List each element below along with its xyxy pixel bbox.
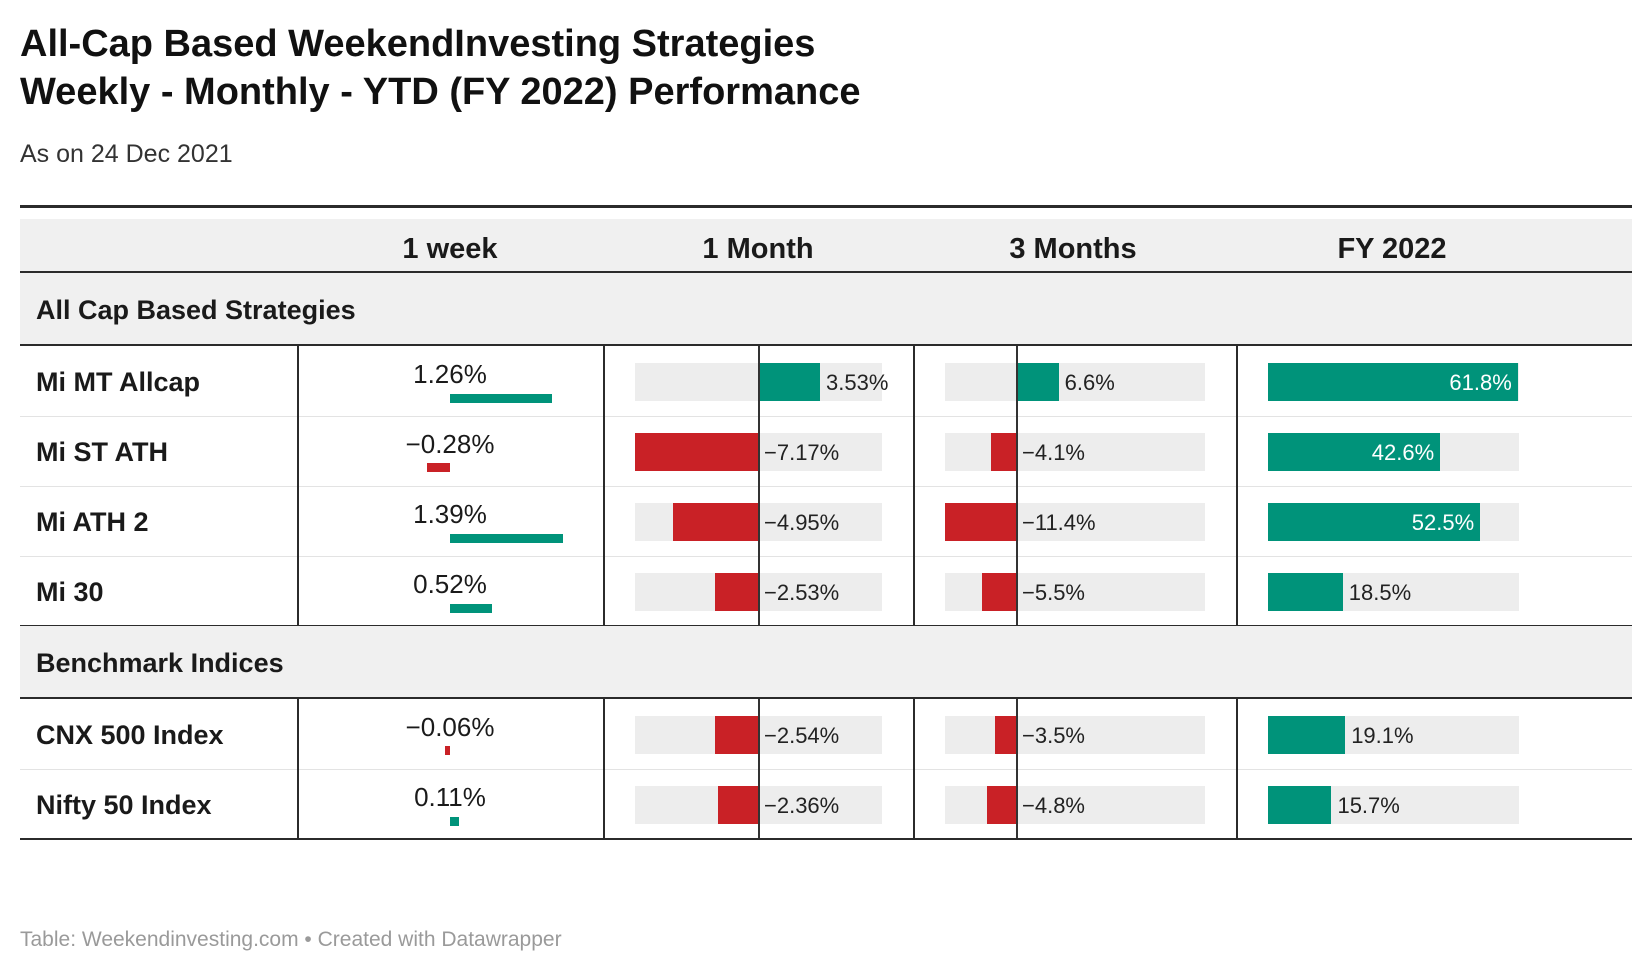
column-header: FY 2022 xyxy=(1337,233,1447,265)
row-label: Nifty 50 Index xyxy=(36,790,212,820)
footer-source: Table: Weekendinvesting.com • Created wi… xyxy=(20,928,562,951)
week-value: 1.39% xyxy=(413,499,487,529)
bar-value-label: −2.54% xyxy=(764,723,840,748)
title-line-1: All-Cap Based WeekendInvesting Strategie… xyxy=(20,23,816,65)
column-header: 3 Months xyxy=(1009,233,1137,265)
bar-value-label: −4.95% xyxy=(764,510,840,535)
zero-axis xyxy=(758,486,760,556)
negative-bar xyxy=(635,433,759,471)
row-label: Mi ST ATH xyxy=(36,437,168,467)
chart-subtitle: As on 24 Dec 2021 xyxy=(20,140,233,168)
negative-bar xyxy=(715,573,759,611)
bar-value-label: 61.8% xyxy=(1449,370,1512,395)
zero-axis xyxy=(758,416,760,486)
row-separator xyxy=(20,769,1632,770)
bar-track xyxy=(945,716,1205,754)
column-divider xyxy=(603,699,605,839)
bar-value-label: 3.53% xyxy=(826,370,889,395)
positive-bar xyxy=(1017,363,1059,401)
column-divider xyxy=(1236,346,1238,626)
group-bottom-rule xyxy=(20,838,1632,840)
row-label: Mi ATH 2 xyxy=(36,507,149,537)
bar-value-label: 42.6% xyxy=(1371,440,1435,465)
negative-bar xyxy=(991,433,1017,471)
negative-bar xyxy=(673,503,759,541)
zero-axis xyxy=(758,699,760,769)
row-separator xyxy=(20,486,1632,487)
group-band xyxy=(20,626,1632,699)
week-value: 0.52% xyxy=(413,569,487,599)
group-rule xyxy=(20,344,1632,346)
row-label: Mi MT Allcap xyxy=(36,367,201,397)
bar-value-label: −2.53% xyxy=(764,580,840,605)
zero-axis xyxy=(758,346,760,416)
group-label: All Cap Based Strategies xyxy=(36,295,356,325)
week-value: 0.11% xyxy=(414,782,486,812)
bar-value-label: 52.5% xyxy=(1411,510,1475,535)
table-top-rule xyxy=(20,205,1632,208)
bar-value-label: 19.1% xyxy=(1351,723,1414,748)
header-bottom-rule xyxy=(20,271,1632,273)
column-divider xyxy=(1236,699,1238,839)
negative-bar xyxy=(986,786,1017,824)
chart-title: All-Cap Based WeekendInvesting Strategie… xyxy=(20,20,860,116)
zero-axis xyxy=(758,556,760,626)
bar-value-label: 6.6% xyxy=(1064,370,1115,395)
column-divider xyxy=(297,346,299,626)
bar-track xyxy=(945,363,1205,401)
bar-value-label: 15.7% xyxy=(1337,793,1400,818)
bar-value-label: −4.8% xyxy=(1022,793,1085,818)
week-bar xyxy=(450,394,553,403)
week-bar xyxy=(450,534,563,543)
negative-bar xyxy=(982,573,1017,611)
column-header: 1 week xyxy=(402,233,498,265)
bar-track xyxy=(945,433,1205,471)
week-value: 1.26% xyxy=(413,359,487,389)
week-bar xyxy=(445,746,450,755)
negative-bar xyxy=(718,786,759,824)
positive-bar xyxy=(1268,573,1343,611)
zero-axis xyxy=(1016,486,1018,556)
row-label: Mi 30 xyxy=(36,577,104,607)
column-divider xyxy=(297,699,299,839)
week-bar xyxy=(450,604,493,613)
bar-value-label: −11.4% xyxy=(1022,510,1096,535)
zero-axis xyxy=(1016,416,1018,486)
zero-axis xyxy=(1016,556,1018,626)
negative-bar xyxy=(715,716,759,754)
positive-bar xyxy=(1268,503,1481,541)
week-value: −0.06% xyxy=(405,712,495,742)
negative-bar xyxy=(945,503,1017,541)
zero-axis xyxy=(1016,769,1018,839)
group-band xyxy=(20,273,1632,346)
column-header: 1 Month xyxy=(702,233,814,265)
group-label: Benchmark Indices xyxy=(36,648,284,678)
zero-axis xyxy=(1016,346,1018,416)
zero-axis xyxy=(1016,699,1018,769)
positive-bar xyxy=(759,363,821,401)
positive-bar xyxy=(1268,786,1332,824)
column-divider xyxy=(603,346,605,626)
bar-value-label: −4.1% xyxy=(1022,440,1085,465)
group-rule xyxy=(20,697,1632,699)
bar-value-label: −5.5% xyxy=(1022,580,1085,605)
week-bar xyxy=(427,463,450,472)
column-divider xyxy=(913,699,915,839)
bar-value-label: −2.36% xyxy=(764,793,840,818)
week-value: −0.28% xyxy=(405,429,495,459)
positive-bar xyxy=(1268,716,1346,754)
negative-bar xyxy=(994,716,1017,754)
positive-bar xyxy=(1268,363,1518,401)
bar-value-label: 18.5% xyxy=(1348,580,1412,605)
row-separator xyxy=(20,556,1632,557)
week-bar xyxy=(450,817,459,826)
positive-bar xyxy=(1268,433,1441,471)
title-line-2: Weekly - Monthly - YTD (FY 2022) Perform… xyxy=(20,71,861,113)
bar-value-label: −3.5% xyxy=(1022,723,1085,748)
bar-value-label: −7.17% xyxy=(764,440,840,465)
column-divider xyxy=(913,346,915,626)
row-separator xyxy=(20,416,1632,417)
zero-axis xyxy=(758,769,760,839)
row-label: CNX 500 Index xyxy=(36,720,224,750)
